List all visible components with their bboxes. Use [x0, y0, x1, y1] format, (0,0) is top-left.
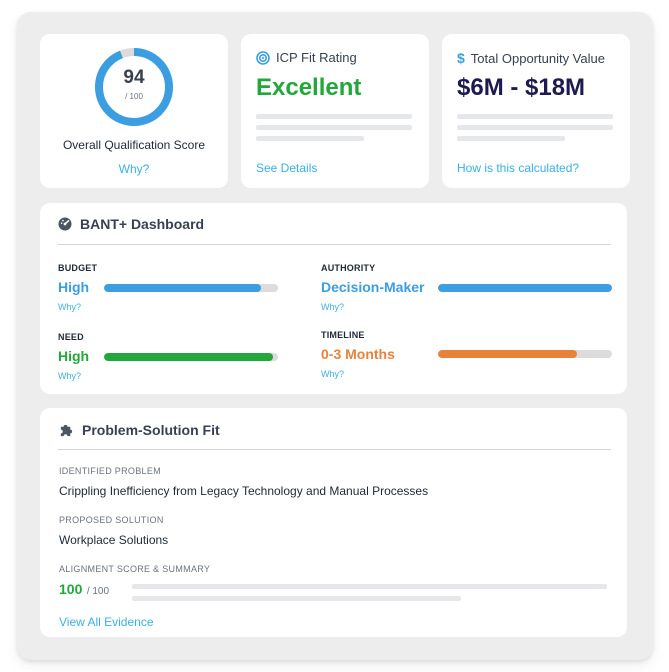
- budget-bar: [104, 284, 278, 292]
- score-why-link[interactable]: Why?: [118, 162, 150, 176]
- need-bar-fill: [104, 353, 273, 361]
- alignment-score: 100 / 100: [59, 581, 109, 599]
- view-all-evidence-link[interactable]: View All Evidence: [59, 615, 154, 629]
- need-why-link[interactable]: Why?: [58, 371, 82, 381]
- placeholder-line: [457, 114, 613, 119]
- problem-solution-card: Problem-Solution Fit IDENTIFIED PROBLEM …: [40, 408, 627, 637]
- timeline-value: 0-3 Months: [321, 346, 395, 362]
- problem-solution-title: Problem-Solution Fit: [82, 422, 220, 438]
- icp-fit-title: ICP Fit Rating: [276, 50, 357, 65]
- icp-fit-header: ICP Fit Rating: [256, 50, 357, 65]
- puzzle-icon: [60, 424, 73, 436]
- opportunity-value-title: Total Opportunity Value: [470, 50, 605, 66]
- problem-solution-header: Problem-Solution Fit: [59, 422, 220, 438]
- placeholder-line: [132, 584, 607, 589]
- budget-why-link[interactable]: Why?: [58, 302, 82, 312]
- alignment-score-denominator: / 100: [86, 586, 110, 597]
- timeline-bar-fill: [438, 350, 578, 358]
- timeline-why-link[interactable]: Why?: [321, 369, 345, 379]
- target-icon: [256, 50, 270, 65]
- placeholder-line: [457, 125, 613, 130]
- score-value: 94: [123, 67, 145, 88]
- score-label: Overall Qualification Score: [62, 138, 206, 152]
- alignment-score-label: ALIGNMENT SCORE & SUMMARY: [59, 564, 211, 574]
- authority-value: Decision-Maker: [321, 279, 425, 295]
- authority-label: AUTHORITY: [321, 263, 376, 273]
- need-bar: [104, 353, 278, 361]
- placeholder-line: [256, 114, 412, 119]
- how-calculated-link[interactable]: How is this calculated?: [457, 161, 580, 175]
- bant-title: BANT+ Dashboard: [80, 216, 205, 232]
- proposed-solution-text: Workplace Solutions: [59, 533, 169, 547]
- placeholder-line: [457, 136, 565, 141]
- icp-fit-card: ICP Fit Rating Excellent See Details: [241, 34, 429, 188]
- dollar-icon: $: [457, 50, 465, 66]
- budget-bar-fill: [104, 284, 261, 292]
- opportunity-value-card: $ Total Opportunity Value $6M - $18M How…: [442, 34, 630, 188]
- timeline-label: TIMELINE: [321, 330, 365, 340]
- score-ring: [95, 48, 173, 126]
- budget-label: BUDGET: [58, 263, 98, 273]
- placeholder-line: [256, 125, 412, 130]
- placeholder-line: [132, 596, 461, 601]
- need-label: NEED: [58, 332, 84, 342]
- need-value: High: [58, 348, 90, 364]
- icp-fit-rating: Excellent: [256, 74, 362, 101]
- bant-dashboard-card: BANT+ Dashboard BUDGET High Why? AUTHORI…: [40, 203, 627, 394]
- score-denominator: / 100: [125, 92, 143, 101]
- score-ring-progress: [95, 48, 173, 126]
- gauge-icon: [58, 217, 72, 231]
- budget-value: High: [58, 279, 90, 295]
- timeline-bar: [438, 350, 612, 358]
- authority-bar: [438, 284, 612, 292]
- identified-problem-label: IDENTIFIED PROBLEM: [59, 466, 161, 476]
- authority-why-link[interactable]: Why?: [321, 302, 345, 312]
- placeholder-line: [256, 136, 364, 141]
- problem-solution-divider: [58, 449, 611, 450]
- alignment-score-value: 100: [59, 581, 83, 597]
- bant-header: BANT+ Dashboard: [58, 216, 204, 232]
- opportunity-value-amount: $6M - $18M: [457, 74, 586, 101]
- authority-bar-fill: [438, 284, 612, 292]
- dashboard-panel: 94 / 100 Overall Qualification Score Why…: [17, 12, 653, 660]
- see-details-link[interactable]: See Details: [256, 161, 318, 175]
- opportunity-value-header: $ Total Opportunity Value: [457, 50, 605, 66]
- qualification-score-card: 94 / 100 Overall Qualification Score Why…: [40, 34, 228, 188]
- proposed-solution-label: PROPOSED SOLUTION: [59, 515, 164, 525]
- bant-divider: [58, 244, 611, 245]
- identified-problem-text: Crippling Inefficiency from Legacy Techn…: [59, 484, 429, 498]
